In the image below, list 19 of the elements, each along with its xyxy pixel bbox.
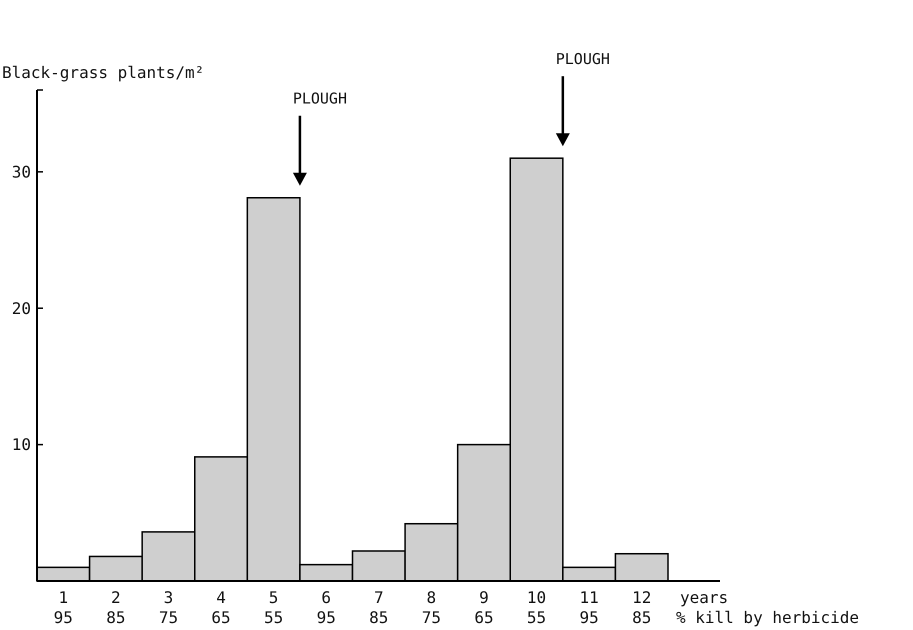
annotation: PLOUGH bbox=[292, 90, 348, 108]
y-tick-label: 30 bbox=[12, 162, 31, 182]
x-tick-label: 1 95 bbox=[54, 588, 73, 627]
x-tick-label: 9 65 bbox=[474, 588, 494, 627]
x-tick-label: 8 75 bbox=[422, 588, 442, 627]
y-tick-label: 20 bbox=[12, 298, 31, 318]
y-tick-label: 10 bbox=[12, 435, 31, 454]
x-tick-label: 3 75 bbox=[158, 588, 178, 627]
x-tick-label: 4 65 bbox=[211, 588, 231, 627]
x-tick-label: 2 85 bbox=[106, 588, 126, 627]
x-tick-label: 10 55 bbox=[526, 588, 546, 627]
x-tick-label: 6 95 bbox=[316, 588, 336, 627]
x-tick-label: 12 85 bbox=[632, 588, 652, 627]
x-tick-label: 5 55 bbox=[264, 588, 284, 627]
y-axis-title: Black-grass plants/m² bbox=[2, 63, 204, 82]
x-tick-label: 7 85 bbox=[369, 588, 388, 627]
x-axis-title: years % kill by herbicide bbox=[676, 588, 860, 627]
text: PLOUGH bbox=[556, 50, 610, 68]
x-tick-label: 11 95 bbox=[579, 588, 599, 627]
